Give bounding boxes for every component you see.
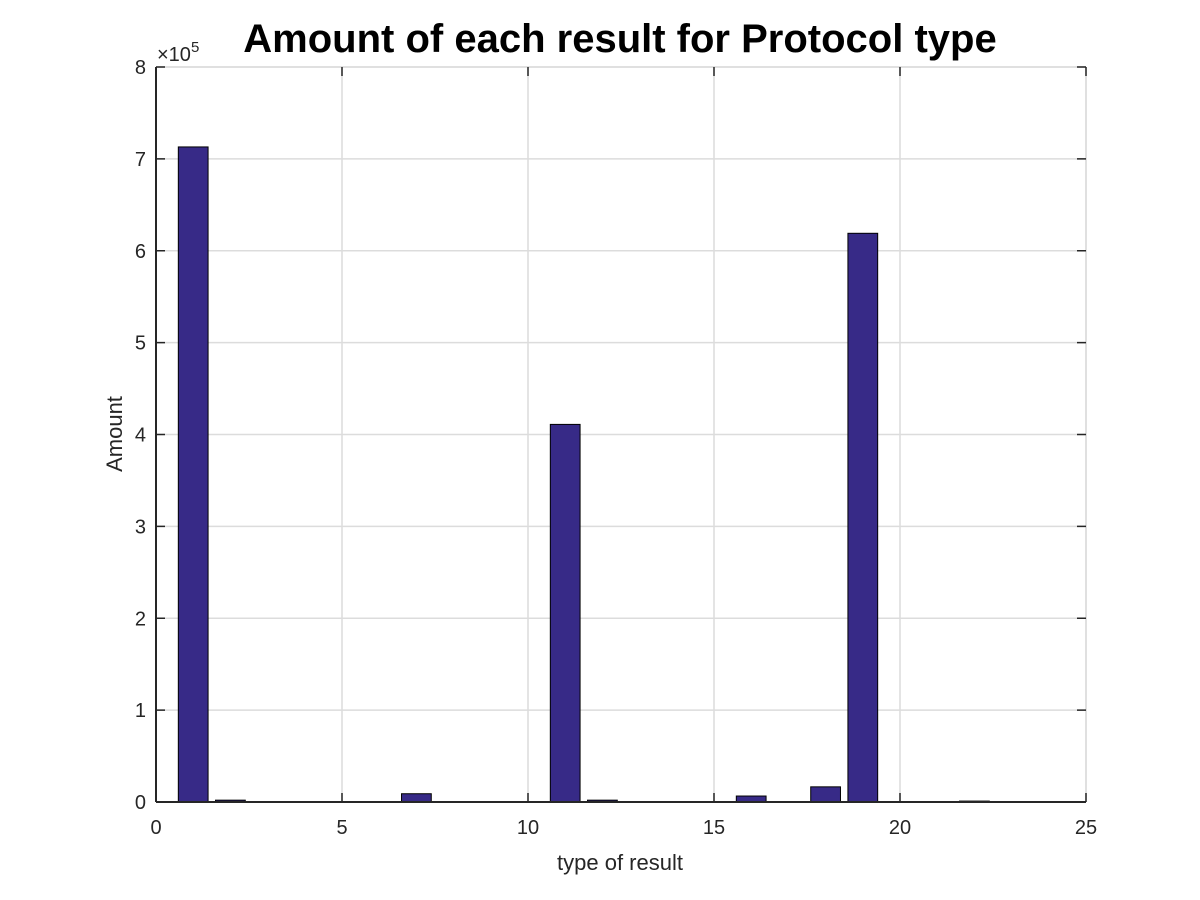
x-tick-label: 25	[1075, 817, 1097, 839]
y-axis-multiplier-base: ×10	[157, 44, 191, 66]
grid-layer	[155, 66, 1087, 803]
bar-19	[847, 232, 879, 803]
y-axis-label: Amount	[102, 396, 127, 472]
bar-7	[401, 793, 432, 803]
x-tick-label: 5	[336, 817, 347, 839]
ticks-layer: 0 5 10 15 20 25 0 1 2 3 4 5 6 7 8	[135, 57, 1097, 839]
y-tick-label: 1	[135, 700, 146, 722]
y-tick-label: 6	[135, 241, 146, 263]
x-tick-label: 20	[889, 817, 911, 839]
y-tick-label: 3	[135, 516, 146, 538]
x-tick-label: 10	[517, 817, 539, 839]
bar-11	[549, 423, 581, 803]
y-axis-multiplier: ×105	[157, 39, 199, 66]
y-tick-label: 5	[135, 333, 146, 355]
chart-title: Amount of each result for Protocol type	[243, 17, 996, 61]
x-tick-label: 0	[150, 817, 161, 839]
bar-1	[177, 146, 209, 803]
x-axis-label: type of result	[557, 850, 683, 875]
bar-18	[810, 786, 841, 803]
y-tick-label: 7	[135, 149, 146, 171]
x-tick-label: 15	[703, 817, 725, 839]
y-tick-label: 0	[135, 792, 146, 814]
y-tick-label: 8	[135, 57, 146, 79]
y-axis-multiplier-exponent: 5	[191, 39, 199, 56]
y-tick-label: 4	[135, 425, 146, 447]
y-tick-label: 2	[135, 608, 146, 630]
